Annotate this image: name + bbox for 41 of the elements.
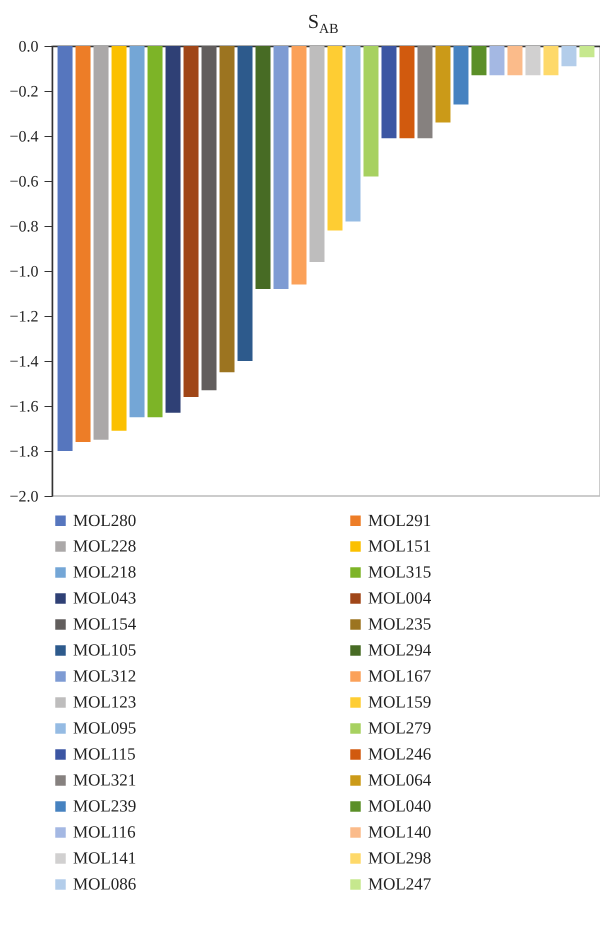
legend-label: MOL315 — [368, 562, 432, 582]
y-tick-label: −1.0 — [9, 264, 38, 280]
legend-label: MOL218 — [73, 562, 136, 582]
legend-label: MOL154 — [73, 614, 137, 634]
legend-label: MOL115 — [73, 744, 136, 764]
legend-label: MOL239 — [73, 796, 136, 816]
legend-label: MOL294 — [368, 640, 432, 660]
legend-label: MOL291 — [368, 510, 432, 530]
legend-label: MOL040 — [368, 796, 432, 816]
legend-label: MOL280 — [73, 510, 136, 530]
y-tick-label: −0.8 — [9, 218, 38, 236]
legend-label: MOL279 — [368, 718, 432, 738]
y-tick-label: −1.2 — [9, 308, 38, 326]
legend-label: MOL235 — [368, 614, 432, 634]
legend-label: MOL140 — [368, 822, 432, 842]
y-tick-label: −0.2 — [9, 84, 38, 100]
y-tick-label: 0.0 — [18, 38, 38, 56]
y-tick-label: −0.6 — [9, 174, 38, 190]
y-tick-label: −0.4 — [9, 128, 38, 146]
legend-label: MOL123 — [73, 692, 136, 712]
legend-label: MOL167 — [368, 666, 432, 686]
legend-label: MOL064 — [368, 770, 432, 790]
legend-label: MOL312 — [73, 666, 136, 686]
legend-label: MOL105 — [73, 640, 136, 660]
legend-label: MOL321 — [73, 770, 136, 790]
legend-label: MOL159 — [368, 692, 432, 712]
legend-label: MOL043 — [73, 588, 136, 608]
legend-label: MOL298 — [368, 848, 432, 868]
y-tick-label: −1.8 — [9, 444, 38, 460]
legend-label: MOL116 — [73, 822, 136, 842]
legend-label: MOL095 — [73, 718, 136, 738]
legend-label: MOL004 — [368, 588, 432, 608]
legend-label: MOL151 — [368, 536, 432, 556]
y-tick-label: −1.6 — [9, 398, 38, 416]
y-tick-label: −1.4 — [9, 354, 38, 370]
y-tick-label: −2.0 — [9, 488, 38, 506]
legend-label: MOL228 — [73, 536, 136, 556]
legend-label: MOL247 — [368, 874, 432, 894]
legend-label: MOL086 — [73, 874, 136, 894]
legend-label: MOL141 — [73, 848, 136, 868]
legend-label: MOL246 — [368, 744, 432, 764]
